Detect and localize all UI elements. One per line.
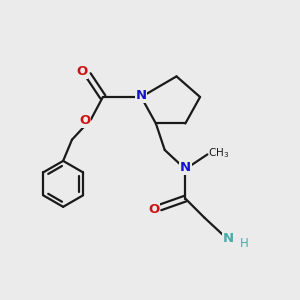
Text: CH$_3$: CH$_3$ — [208, 146, 229, 160]
Text: N: N — [136, 89, 147, 102]
Text: H: H — [240, 237, 249, 250]
Text: O: O — [79, 114, 90, 127]
Text: N: N — [180, 161, 191, 174]
Text: O: O — [148, 203, 160, 216]
Text: N: N — [223, 232, 234, 245]
Text: O: O — [76, 65, 87, 78]
